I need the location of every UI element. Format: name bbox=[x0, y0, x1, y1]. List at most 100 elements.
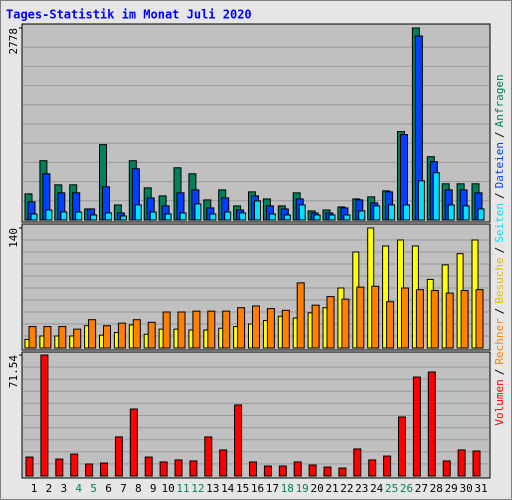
bar bbox=[147, 321, 156, 349]
bar bbox=[149, 211, 157, 221]
bar bbox=[40, 354, 49, 477]
bar bbox=[457, 449, 466, 477]
bar bbox=[403, 204, 410, 221]
bar bbox=[371, 285, 380, 349]
bar bbox=[224, 211, 232, 221]
bar bbox=[417, 180, 425, 221]
x-tick-label: 1 bbox=[31, 482, 38, 495]
bar bbox=[45, 209, 53, 221]
y-tick-label: 2778 bbox=[7, 28, 20, 55]
x-tick-label: 27 bbox=[415, 482, 428, 495]
bar bbox=[427, 371, 436, 477]
bar bbox=[179, 212, 187, 221]
bar bbox=[55, 458, 64, 477]
bar bbox=[134, 204, 142, 221]
bar bbox=[401, 287, 409, 349]
bar bbox=[194, 203, 202, 221]
bar bbox=[313, 214, 321, 221]
bar bbox=[114, 436, 123, 477]
bar bbox=[88, 319, 97, 349]
x-tick-label: 23 bbox=[355, 482, 368, 495]
bar bbox=[278, 465, 287, 477]
bar bbox=[263, 465, 272, 477]
x-tick-label: 3 bbox=[60, 482, 67, 495]
bar bbox=[28, 326, 37, 349]
legend-entry: Volumen bbox=[493, 379, 506, 425]
bar bbox=[368, 459, 377, 477]
bar bbox=[237, 307, 246, 349]
bar bbox=[75, 211, 83, 221]
bar bbox=[117, 322, 126, 349]
bar bbox=[382, 245, 390, 349]
x-tick-label: 21 bbox=[325, 482, 338, 495]
bar bbox=[252, 305, 260, 349]
x-tick-label: 7 bbox=[120, 482, 127, 495]
bar bbox=[103, 325, 111, 349]
legend-separator: / bbox=[493, 308, 506, 315]
bar bbox=[85, 463, 94, 477]
bar bbox=[204, 436, 213, 477]
bar bbox=[460, 290, 469, 349]
x-tick-label: 14 bbox=[221, 482, 235, 495]
bar bbox=[477, 208, 485, 221]
bar bbox=[432, 172, 440, 221]
bar bbox=[293, 461, 302, 477]
legend-separator: / bbox=[493, 131, 506, 138]
bar bbox=[60, 211, 68, 221]
bar bbox=[308, 464, 317, 477]
bar bbox=[353, 448, 362, 477]
bar bbox=[388, 204, 396, 221]
x-tick-label: 20 bbox=[310, 482, 323, 495]
x-tick-label: 17 bbox=[266, 482, 279, 495]
bar bbox=[234, 404, 243, 477]
bar bbox=[296, 282, 305, 349]
bar bbox=[254, 200, 261, 221]
bar bbox=[341, 298, 350, 349]
bar bbox=[177, 311, 186, 349]
bar bbox=[249, 461, 257, 477]
bar bbox=[90, 214, 98, 221]
bar bbox=[442, 460, 451, 477]
legend-entry: Rechner bbox=[493, 318, 506, 365]
x-tick-label: 26 bbox=[400, 482, 413, 495]
bar bbox=[415, 289, 424, 349]
legend-separator: / bbox=[493, 192, 506, 199]
bar bbox=[383, 455, 392, 477]
x-tick-label: 25 bbox=[385, 482, 398, 495]
bar bbox=[119, 215, 127, 221]
bar bbox=[30, 213, 38, 221]
chart-title: Tages-Statistik im Monat Juli 2020 bbox=[6, 8, 252, 22]
bar bbox=[25, 456, 34, 477]
x-tick-label: 19 bbox=[296, 482, 309, 495]
bar bbox=[219, 449, 228, 477]
x-tick-label: 30 bbox=[459, 482, 472, 495]
bar bbox=[164, 213, 172, 221]
bar bbox=[430, 290, 439, 349]
bar bbox=[100, 462, 108, 477]
bar bbox=[132, 319, 141, 349]
bar bbox=[192, 310, 201, 349]
bar bbox=[343, 214, 351, 221]
x-tick-label: 16 bbox=[251, 482, 264, 495]
bar bbox=[358, 210, 366, 221]
legend-separator: / bbox=[493, 369, 506, 376]
legend-entry: Seiten bbox=[493, 203, 506, 243]
x-tick-label: 28 bbox=[430, 482, 443, 495]
bar bbox=[323, 466, 332, 477]
bar bbox=[398, 416, 406, 477]
bar bbox=[356, 286, 365, 349]
bar bbox=[174, 459, 183, 477]
x-tick-label: 24 bbox=[370, 482, 384, 495]
bar bbox=[222, 310, 231, 349]
bar bbox=[472, 450, 481, 477]
x-tick-label: 2 bbox=[46, 482, 53, 495]
x-tick-label: 31 bbox=[474, 482, 487, 495]
x-tick-label: 22 bbox=[340, 482, 353, 495]
bar bbox=[447, 204, 455, 221]
x-tick-label: 6 bbox=[105, 482, 112, 495]
legend-entry: Anfragen bbox=[493, 74, 506, 127]
bar bbox=[105, 212, 112, 221]
legend-entry: Besuche bbox=[493, 257, 506, 303]
bar bbox=[266, 308, 275, 349]
x-tick-label: 12 bbox=[191, 482, 204, 495]
